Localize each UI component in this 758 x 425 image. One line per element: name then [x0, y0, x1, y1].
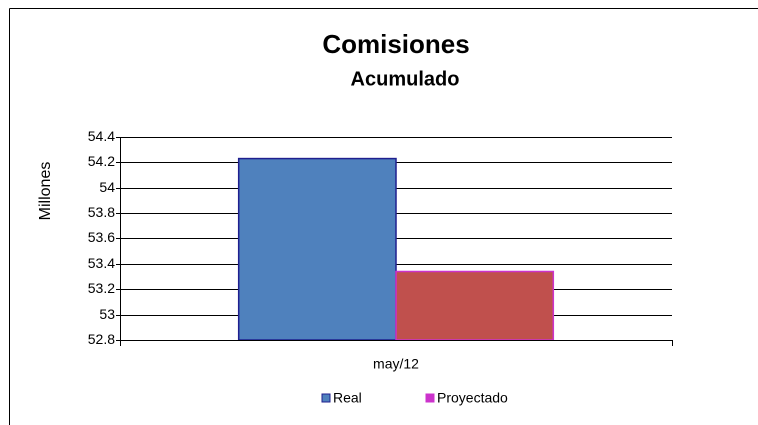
chart-subtitle: Acumulado	[351, 68, 460, 90]
chart-title: Comisiones	[322, 29, 469, 59]
y-tick-label: 52.8	[88, 331, 115, 347]
y-tick-label: 53.8	[88, 204, 115, 220]
x-tick-label: may/12	[373, 356, 419, 372]
y-tick-label: 53.4	[88, 255, 115, 271]
bar	[395, 270, 555, 341]
y-tick-label: 53.2	[88, 280, 115, 296]
y-tick-label: 54.4	[88, 128, 115, 144]
bar	[237, 157, 397, 341]
legend-swatch	[321, 393, 331, 403]
legend-label: Real	[333, 390, 362, 406]
legend-swatch	[425, 393, 435, 403]
y-tick-label: 53.6	[88, 229, 115, 245]
y-tick-label: 53	[99, 306, 115, 322]
y-tick-label: 54	[99, 179, 115, 195]
y-tick-label: 54.2	[88, 153, 115, 169]
legend-label: Proyectado	[437, 390, 508, 406]
y-axis-label: Millones	[37, 162, 54, 221]
